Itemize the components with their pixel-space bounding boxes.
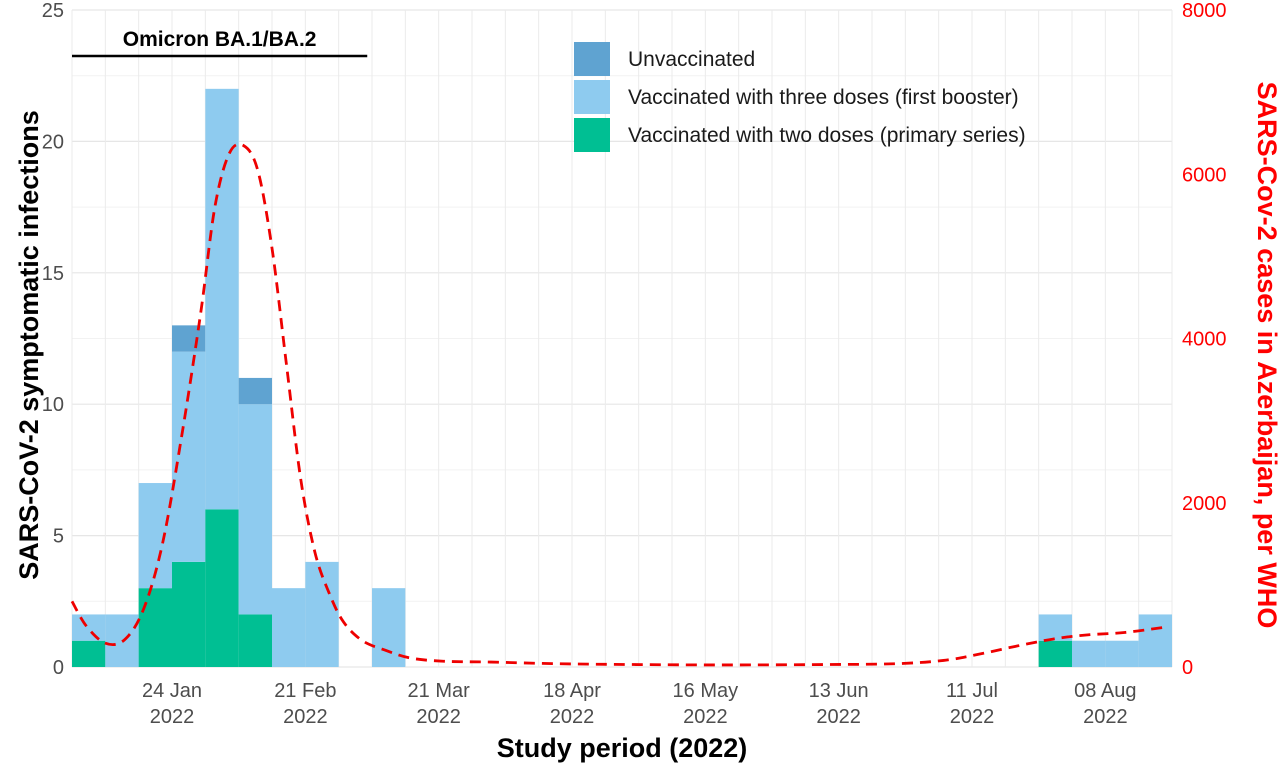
x-tick-label: 24 Jan [142, 680, 202, 702]
x-tick-year-label: 2022 [950, 706, 995, 728]
y-right-tick-label: 0 [1182, 657, 1193, 679]
legend-label-unvaccinated: Unvaccinated [628, 48, 755, 71]
bar-three-doses [172, 351, 206, 562]
x-tick-label: 18 Apr [543, 680, 601, 702]
x-tick-label: 11 Jul [946, 680, 998, 702]
bar-unvaccinated [238, 377, 272, 405]
bar-two-doses [238, 614, 272, 667]
x-tick-label: 21 Feb [274, 680, 336, 702]
y-right-tick-label: 4000 [1182, 329, 1227, 351]
y-tick-label: 5 [53, 526, 64, 548]
bar-three-doses [305, 561, 339, 667]
who-cases-line-layer [70, 142, 1163, 667]
x-tick-year-label: 2022 [683, 706, 728, 728]
who-cases-line [70, 142, 1163, 667]
y-axis-right-title: SARS-Cov-2 cases in Azerbaijan, per WHO [1252, 82, 1280, 629]
bar-three-doses [205, 88, 239, 510]
x-tick-year-label: 2022 [550, 706, 595, 728]
bar-two-doses [205, 509, 239, 667]
bar-unvaccinated [172, 325, 206, 352]
legend-swatch-three-doses [574, 80, 610, 114]
x-tick-label: 13 Jun [809, 680, 869, 702]
bar-two-doses [172, 561, 206, 667]
y-tick-label: 15 [42, 263, 64, 285]
y-right-tick-label: 8000 [1182, 0, 1227, 22]
y-tick-label: 25 [42, 0, 64, 22]
y-tick-label: 10 [42, 394, 64, 416]
bar-three-doses [372, 588, 406, 667]
bar-two-doses [72, 640, 106, 667]
legend-swatch-unvaccinated [574, 42, 610, 76]
x-axis: 24 Jan 2022 21 Feb 2022 21 Mar 2022 18 Apr 2022… [142, 680, 1137, 728]
bar-three-doses [238, 404, 272, 615]
bar-two-doses [138, 588, 172, 667]
x-tick-label: 21 Mar [408, 680, 471, 702]
bars [72, 88, 1172, 667]
omicron-period-label: Omicron BA.1/BA.2 [123, 28, 317, 51]
x-tick-year-label: 2022 [816, 706, 861, 728]
y-axis-title: SARS-CoV-2 symptomatic infections [14, 110, 44, 580]
legend-label-three-doses: Vaccinated with three doses (first boost… [628, 86, 1019, 109]
left-axis: 0 5 10 15 20 25 [42, 0, 64, 679]
bar-three-doses [272, 588, 306, 667]
x-axis-title: Study period (2022) [497, 733, 748, 763]
x-tick-label: 08 Aug [1074, 680, 1136, 702]
omicron-annotation: Omicron BA.1/BA.2 [72, 28, 368, 58]
y-right-tick-label: 2000 [1182, 493, 1227, 515]
bar-three-doses [1072, 640, 1106, 667]
x-tick-year-label: 2022 [416, 706, 461, 728]
legend-swatch-two-doses [574, 118, 610, 152]
bar-two-doses [1038, 640, 1072, 667]
bar-three-doses [1105, 640, 1139, 667]
y-right-tick-label: 6000 [1182, 164, 1227, 186]
bar-three-doses [1138, 614, 1172, 667]
y-tick-label: 0 [53, 657, 64, 679]
x-tick-year-label: 2022 [150, 706, 195, 728]
legend: Unvaccinated Vaccinated with three doses … [574, 42, 1026, 152]
legend-label-two-doses: Vaccinated with two doses (primary serie… [628, 124, 1026, 147]
bar-three-doses [72, 614, 106, 641]
x-tick-label: 16 May [673, 680, 739, 702]
y-tick-label: 20 [42, 131, 64, 153]
x-tick-year-label: 2022 [283, 706, 328, 728]
x-tick-year-label: 2022 [1083, 706, 1128, 728]
right-axis: 0 2000 4000 6000 8000 [1182, 0, 1227, 679]
